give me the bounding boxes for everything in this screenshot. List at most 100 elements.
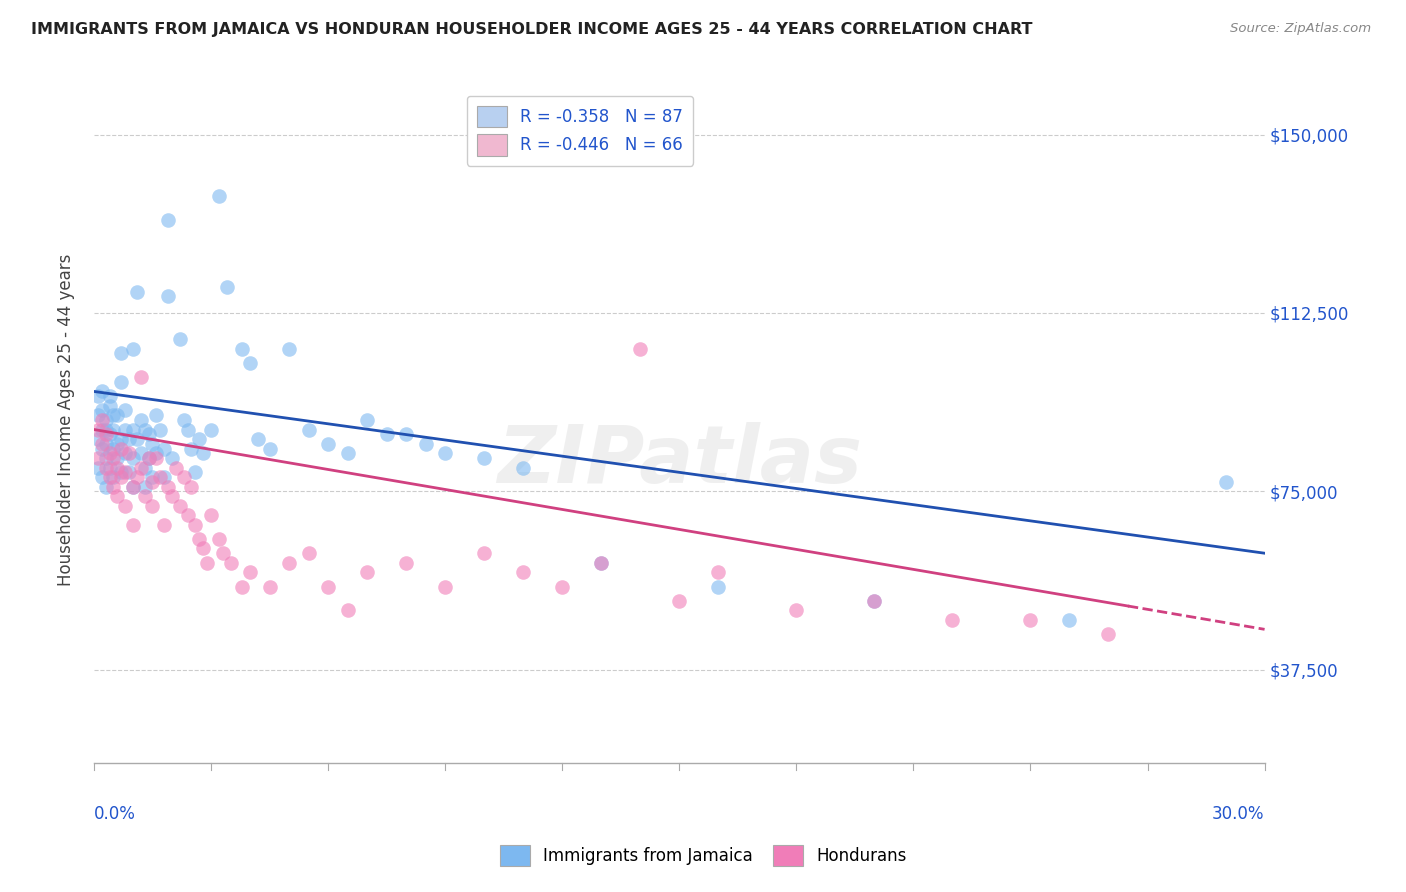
- Point: [184, 517, 207, 532]
- Point: [375, 427, 398, 442]
- Point: [134, 480, 156, 494]
- Point: [336, 446, 359, 460]
- Point: [98, 427, 121, 442]
- Point: [231, 580, 253, 594]
- Point: [98, 399, 121, 413]
- Point: [122, 480, 145, 494]
- Point: [707, 580, 730, 594]
- Point: [278, 556, 301, 570]
- Point: [118, 466, 141, 480]
- Point: [125, 470, 148, 484]
- Point: [195, 556, 218, 570]
- Point: [103, 409, 125, 423]
- Point: [105, 451, 128, 466]
- Point: [118, 446, 141, 460]
- Point: [259, 580, 281, 594]
- Point: [94, 423, 117, 437]
- Point: [138, 451, 160, 466]
- Point: [180, 480, 202, 494]
- Point: [785, 603, 807, 617]
- Point: [94, 451, 117, 466]
- Point: [316, 580, 339, 594]
- Text: IMMIGRANTS FROM JAMAICA VS HONDURAN HOUSEHOLDER INCOME AGES 25 - 44 YEARS CORREL: IMMIGRANTS FROM JAMAICA VS HONDURAN HOUS…: [31, 22, 1032, 37]
- Point: [1019, 613, 1042, 627]
- Point: [173, 413, 195, 427]
- Point: [239, 566, 262, 580]
- Point: [169, 499, 191, 513]
- Point: [125, 285, 148, 299]
- Point: [110, 346, 132, 360]
- Point: [105, 437, 128, 451]
- Point: [863, 594, 886, 608]
- Point: [1215, 475, 1237, 489]
- Point: [110, 470, 132, 484]
- Point: [278, 342, 301, 356]
- Point: [90, 423, 112, 437]
- Text: ZIPatlas: ZIPatlas: [496, 422, 862, 500]
- Point: [160, 451, 183, 466]
- Point: [208, 189, 231, 203]
- Point: [512, 566, 534, 580]
- Point: [157, 213, 180, 227]
- Point: [90, 470, 112, 484]
- Point: [200, 423, 222, 437]
- Point: [138, 451, 160, 466]
- Point: [141, 499, 163, 513]
- Point: [94, 460, 117, 475]
- Point: [103, 480, 125, 494]
- Point: [145, 451, 167, 466]
- Point: [87, 389, 110, 403]
- Point: [316, 437, 339, 451]
- Point: [129, 446, 152, 460]
- Point: [149, 423, 172, 437]
- Point: [211, 546, 233, 560]
- Point: [94, 480, 117, 494]
- Point: [1059, 613, 1081, 627]
- Point: [141, 475, 163, 489]
- Point: [110, 466, 132, 480]
- Point: [512, 460, 534, 475]
- Text: 0.0%: 0.0%: [94, 805, 136, 823]
- Point: [160, 489, 183, 503]
- Point: [141, 437, 163, 451]
- Point: [184, 466, 207, 480]
- Point: [1097, 627, 1119, 641]
- Point: [114, 499, 136, 513]
- Point: [157, 289, 180, 303]
- Point: [134, 460, 156, 475]
- Point: [114, 446, 136, 460]
- Point: [180, 442, 202, 456]
- Point: [668, 594, 690, 608]
- Point: [103, 423, 125, 437]
- Point: [125, 432, 148, 446]
- Point: [188, 532, 211, 546]
- Point: [193, 541, 215, 556]
- Point: [395, 556, 418, 570]
- Point: [336, 603, 359, 617]
- Point: [472, 451, 495, 466]
- Point: [98, 446, 121, 460]
- Point: [145, 446, 167, 460]
- Point: [122, 423, 145, 437]
- Point: [551, 580, 574, 594]
- Point: [157, 480, 180, 494]
- Point: [149, 470, 172, 484]
- Point: [591, 556, 613, 570]
- Point: [90, 403, 112, 417]
- Point: [87, 423, 110, 437]
- Point: [129, 370, 152, 384]
- Text: 30.0%: 30.0%: [1212, 805, 1264, 823]
- Legend: R = -0.358   N = 87, R = -0.446   N = 66: R = -0.358 N = 87, R = -0.446 N = 66: [467, 96, 693, 166]
- Point: [98, 389, 121, 403]
- Point: [707, 566, 730, 580]
- Point: [134, 423, 156, 437]
- Point: [153, 470, 176, 484]
- Point: [94, 427, 117, 442]
- Point: [94, 413, 117, 427]
- Point: [297, 546, 319, 560]
- Point: [87, 432, 110, 446]
- Point: [105, 409, 128, 423]
- Point: [863, 594, 886, 608]
- Point: [87, 409, 110, 423]
- Point: [138, 427, 160, 442]
